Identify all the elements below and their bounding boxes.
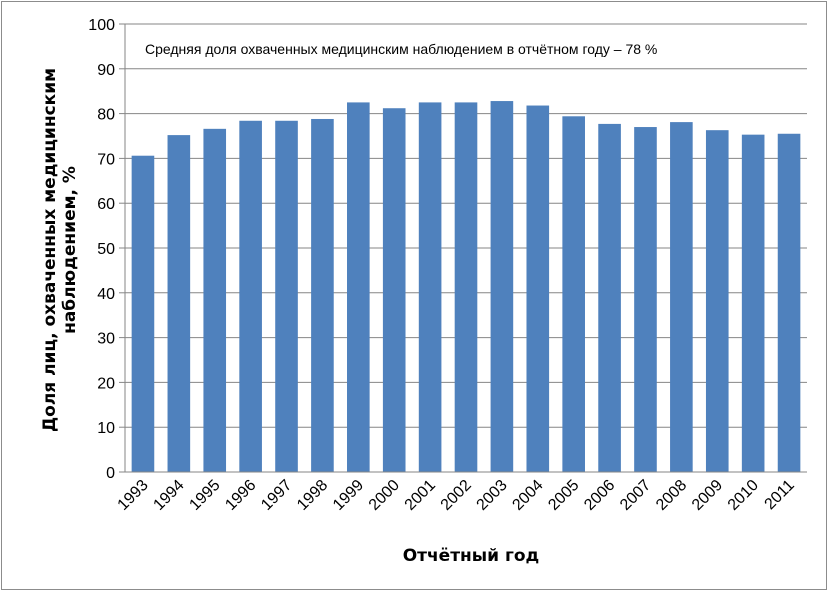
bar-1998 — [311, 118, 334, 472]
bar-1999 — [347, 102, 370, 473]
y-tick-label: 100 — [88, 17, 115, 34]
bar-1993 — [131, 155, 155, 472]
y-tick-label: 60 — [97, 196, 115, 213]
x-tick-label: 2002 — [438, 477, 475, 514]
y-tick-label: 20 — [97, 375, 115, 392]
bar-1995 — [203, 128, 227, 472]
x-tick-label: 2003 — [474, 477, 511, 514]
y-tick-label: 30 — [97, 331, 115, 348]
x-tick-label: 2008 — [653, 477, 690, 514]
bar-2002 — [454, 102, 478, 473]
bar-1994 — [167, 135, 191, 472]
x-tick-label: 1998 — [294, 477, 331, 514]
bar-2011 — [777, 133, 801, 472]
x-tick-label: 2001 — [402, 477, 439, 514]
x-tick-label: 1996 — [222, 477, 259, 514]
bars — [131, 101, 801, 473]
bar-2010 — [741, 134, 765, 472]
y-tick-label: 10 — [97, 420, 115, 437]
x-tick-label: 1994 — [150, 477, 187, 514]
bar-2004 — [526, 105, 550, 472]
y-axis-title: Доля лиц, охваченных медицинским наблюде… — [40, 68, 80, 432]
x-tick-label: 2010 — [725, 477, 762, 514]
y-tick-label: 50 — [97, 241, 115, 258]
x-tick-label: 1995 — [186, 477, 223, 514]
chart-annotation: Средняя доля охваченных медицинским набл… — [145, 41, 657, 57]
x-tick-label: 1997 — [258, 477, 295, 514]
x-tick-label: 2005 — [545, 477, 582, 514]
x-tick-label: 2006 — [581, 477, 618, 514]
bar-2007 — [634, 127, 657, 472]
bar-2008 — [670, 122, 693, 472]
y-tick-label: 80 — [97, 107, 115, 124]
y-tick-label: 0 — [106, 465, 115, 482]
x-tick-label: 2000 — [366, 477, 403, 514]
y-axis-title-line-1: Доля лиц, охваченных медицинским — [40, 68, 60, 432]
y-tick-label: 70 — [97, 151, 115, 168]
bar-1996 — [239, 120, 262, 472]
y-tick-labels: 0 10 20 30 40 50 60 70 80 90 100 — [88, 17, 125, 482]
x-tick-label: 1993 — [115, 477, 152, 514]
x-tick-labels: 1993199419951996199719981999200020012002… — [115, 477, 798, 514]
x-tick-label: 2004 — [509, 477, 546, 514]
bar-2009 — [705, 130, 729, 472]
bar-1997 — [275, 120, 298, 472]
bar-2006 — [598, 123, 621, 473]
x-axis-title: Отчётный год — [403, 546, 540, 566]
bar-2003 — [490, 101, 514, 472]
x-tick-label: 1999 — [330, 477, 367, 514]
x-tick-label: 2009 — [689, 477, 726, 514]
y-tick-label: 40 — [97, 286, 115, 303]
y-tick-label: 90 — [97, 62, 115, 79]
bar-2001 — [418, 102, 442, 473]
bar-2005 — [562, 116, 585, 473]
x-tick-label: 2007 — [617, 477, 654, 514]
x-tick-label: 2011 — [762, 477, 798, 513]
bar-2000 — [382, 108, 406, 472]
y-axis-title-line-2: наблюдением, % — [60, 166, 80, 334]
